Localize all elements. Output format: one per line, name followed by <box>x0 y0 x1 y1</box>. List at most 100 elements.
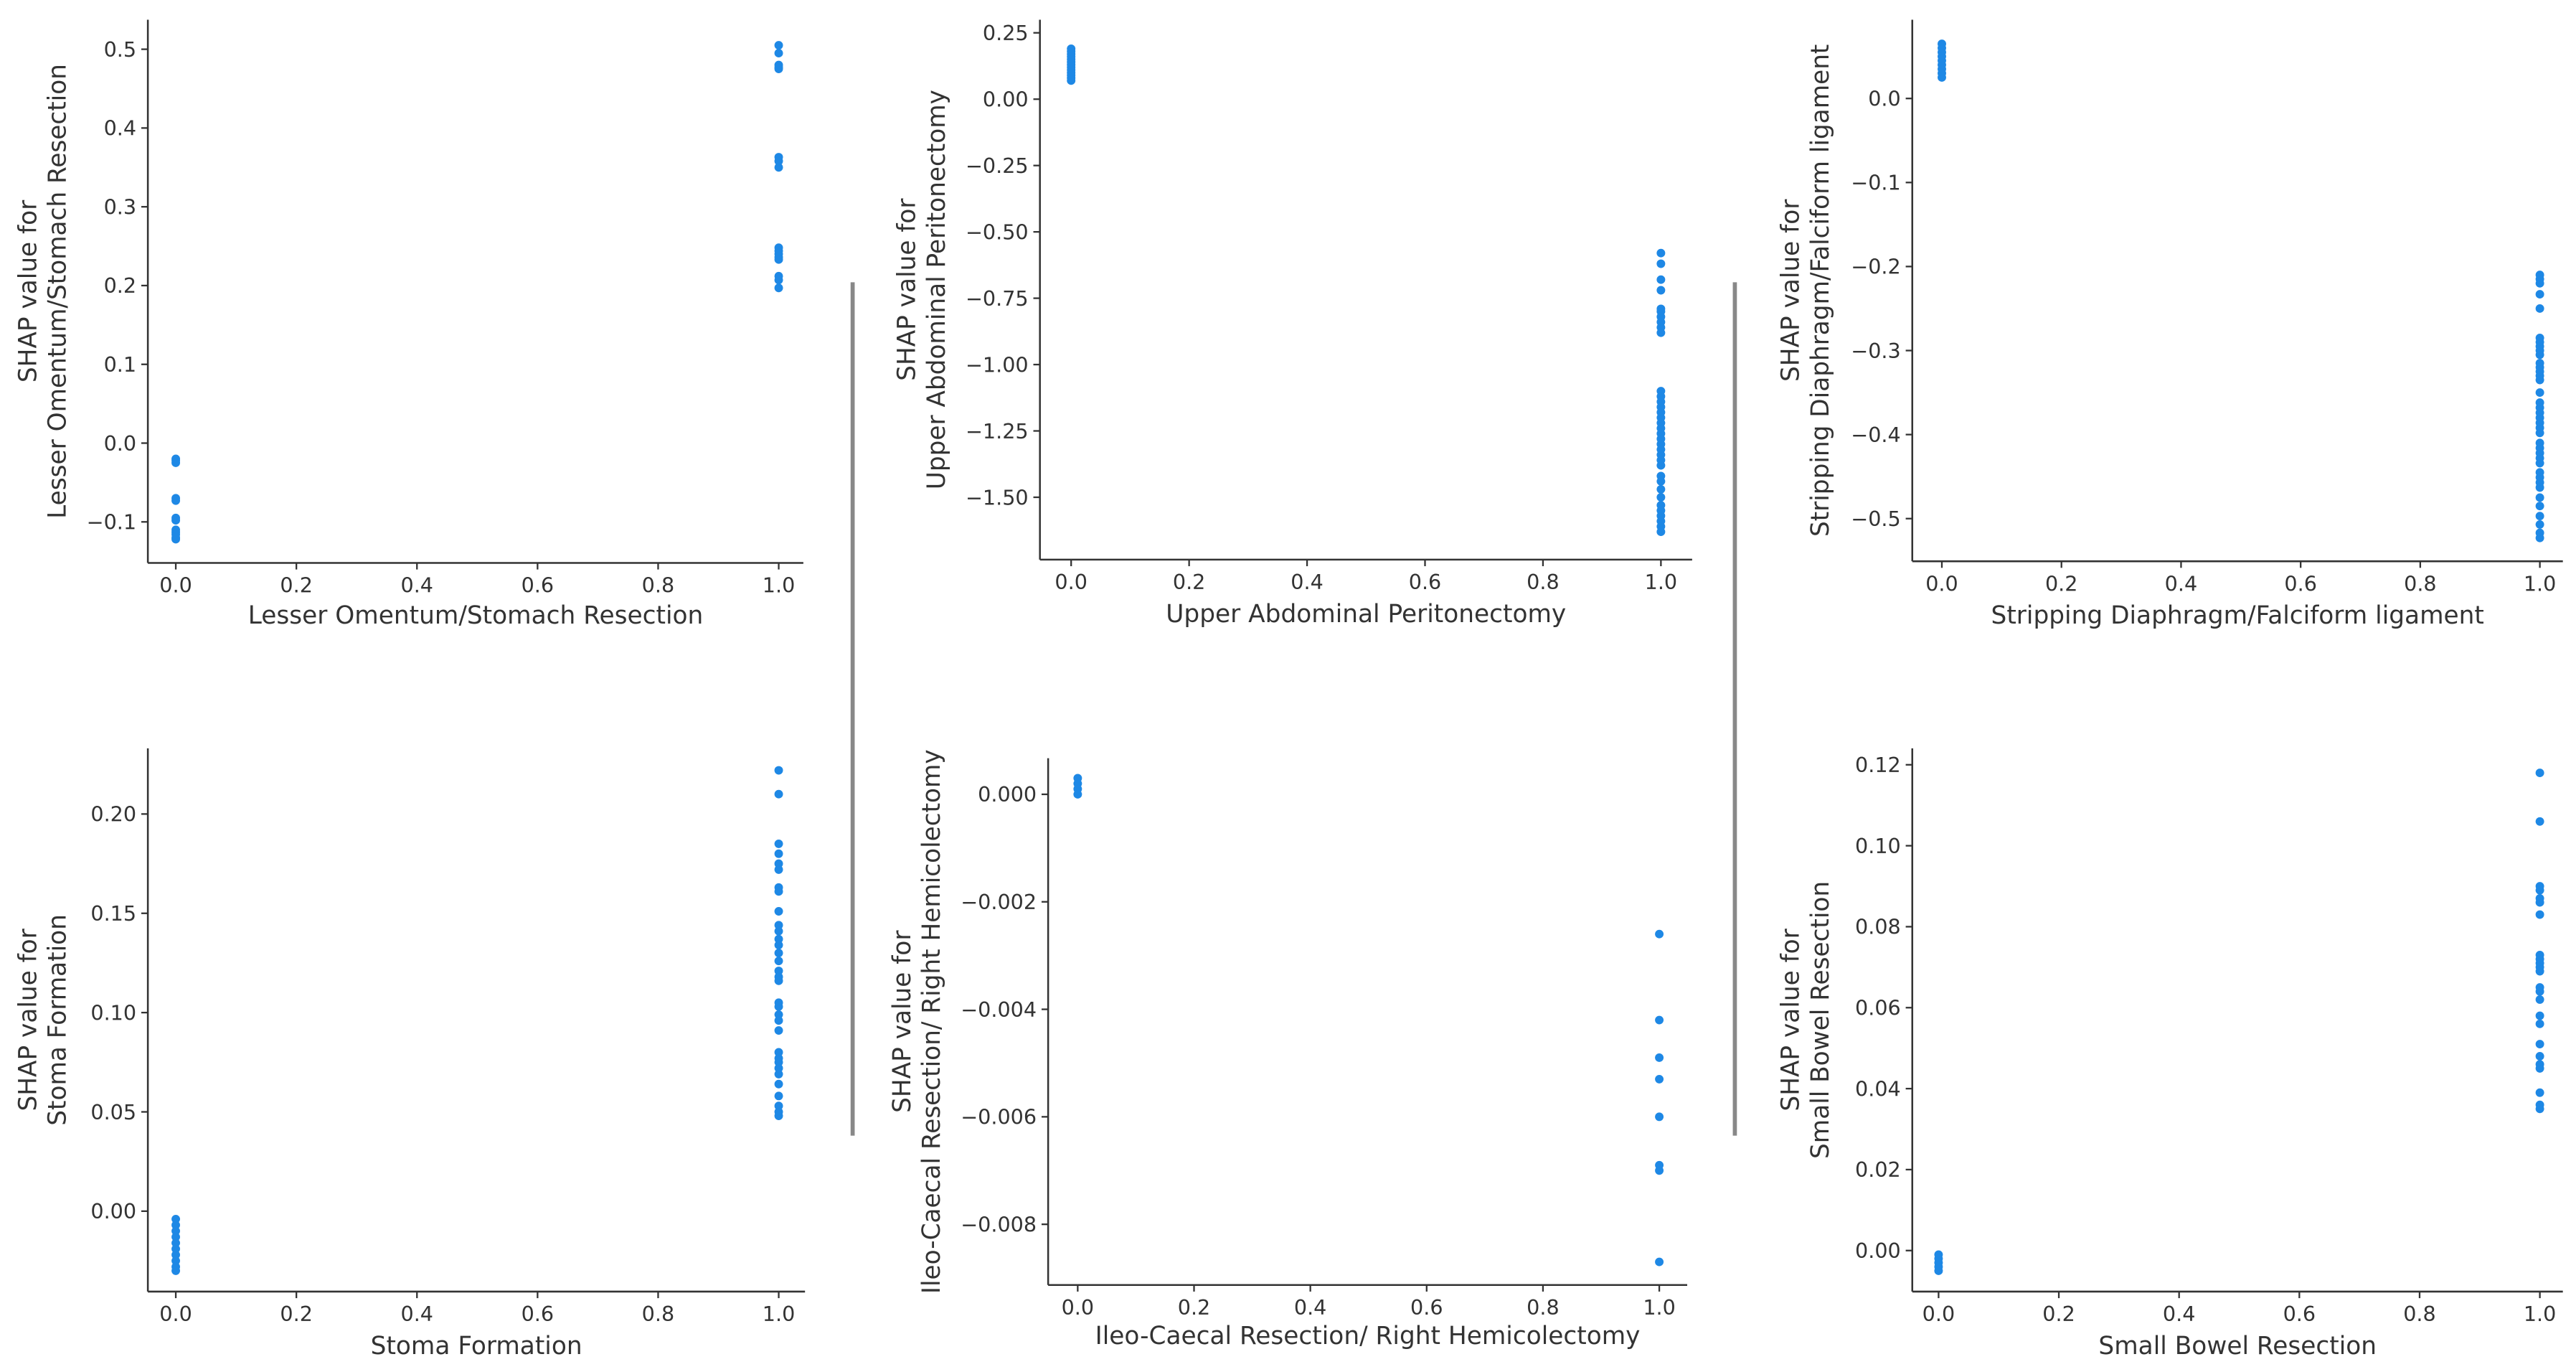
x-tick-label: 1.0 <box>2524 1302 2557 1326</box>
y-axis-label-line2: Small Bowel Resection <box>1806 881 1835 1159</box>
data-point <box>2535 910 2544 919</box>
x-tick-label: 0.0 <box>159 573 192 598</box>
data-point <box>774 976 783 985</box>
data-point <box>2535 967 2544 976</box>
x-tick-label: 0.6 <box>2284 571 2317 596</box>
data-point <box>774 907 783 916</box>
y-tick-label: 0.20 <box>90 802 136 827</box>
data-point <box>1656 275 1666 284</box>
y-tick-label: 0.000 <box>978 782 1037 807</box>
data-point <box>171 459 181 467</box>
data-point <box>2535 1011 2544 1020</box>
y-tick-label: −0.008 <box>961 1212 1037 1236</box>
x-tick-label: 0.4 <box>1291 570 1324 594</box>
x-axis-label: Lesser Omentum/Stomach Resection <box>248 601 704 630</box>
data-point <box>2535 1040 2544 1048</box>
data-point <box>774 1058 783 1067</box>
data-point <box>774 941 783 949</box>
data-point <box>2535 1052 2544 1061</box>
data-point <box>2535 533 2544 542</box>
y-tick-label: −0.5 <box>1851 507 1900 531</box>
data-point <box>774 789 783 799</box>
x-tick-label: 0.2 <box>2042 1302 2075 1326</box>
data-point <box>774 967 783 975</box>
y-tick-label: 0.3 <box>104 194 137 219</box>
data-point <box>2535 278 2544 288</box>
x-tick-label: 0.6 <box>2283 1302 2316 1326</box>
data-point <box>2535 290 2544 299</box>
y-tick-label: 0.00 <box>90 1199 136 1223</box>
chart-panel-4: 0.20 0.15 0.10 0.05 0.00 0.0 0.2 0.4 0.6 0.8 1.0 St… <box>14 748 806 1361</box>
data-point <box>774 1002 783 1011</box>
data-point <box>171 1232 181 1241</box>
data-point <box>2535 769 2544 778</box>
data-point <box>2535 304 2544 313</box>
y-tick-label: 0.05 <box>90 1100 136 1124</box>
chart-panel-6: 0.12 0.10 0.08 0.06 0.04 0.02 0.00 0.0 0.2 0.4 0.6… <box>1777 748 2563 1361</box>
data-point <box>1655 929 1664 939</box>
y-tick-label: 0.4 <box>104 116 137 141</box>
y-axis-label-line2: Ileo-Caecal Resection/ Right Hemicolecto… <box>917 749 946 1294</box>
data-point <box>1656 527 1666 537</box>
data-point <box>2535 898 2544 907</box>
y-tick-label: 0.10 <box>90 1000 136 1025</box>
x-tick-label: 0.8 <box>642 573 675 598</box>
y-tick-label: −1.50 <box>966 485 1029 509</box>
data-point <box>774 1010 783 1019</box>
data-point <box>774 1101 783 1111</box>
y-tick-label: 0.04 <box>1855 1076 1901 1101</box>
x-tick-label: 1.0 <box>2524 571 2557 596</box>
chart-panel-1: 0.5 0.4 0.3 0.2 0.1 0.0 −0.1 0.0 0.2 0.4 0.6 0.8 1.0… <box>14 19 803 630</box>
x-tick-label: 0.8 <box>642 1302 675 1326</box>
data-point <box>774 41 783 50</box>
data-point <box>774 1026 783 1035</box>
y-tick-label: −0.3 <box>1851 339 1900 363</box>
y-axis-label-line1: SHAP value for <box>1777 199 1806 382</box>
x-tick-label: 0.0 <box>1055 570 1088 594</box>
data-point <box>1656 328 1666 337</box>
x-axis-label: Ileo-Caecal Resection/ Right Hemicolecto… <box>1095 1322 1641 1350</box>
x-tick-label: 0.4 <box>2163 1302 2196 1326</box>
data-point <box>1655 1112 1664 1122</box>
y-tick-label: 0.08 <box>1855 915 1901 939</box>
data-point <box>2535 987 2544 996</box>
data-point <box>1656 286 1666 295</box>
y-tick-label: −0.75 <box>966 286 1029 311</box>
data-point <box>774 766 783 775</box>
data-point <box>774 156 783 166</box>
chart-panel-5: 0.000 −0.002 −0.004 −0.006 −0.008 0.0 0.2 0.4 0.… <box>888 749 1688 1350</box>
data-point <box>1656 476 1666 486</box>
data-point <box>2535 502 2544 511</box>
data-point <box>774 949 783 958</box>
x-tick-label: 0.8 <box>1527 1295 1560 1320</box>
data-point <box>774 1063 783 1073</box>
y-tick-label: −0.1 <box>1851 171 1900 195</box>
y-tick-label: 0.00 <box>1855 1239 1901 1263</box>
y-axis-label-line1: SHAP value for <box>14 928 42 1111</box>
y-tick-label: 0.0 <box>104 431 137 456</box>
data-point <box>774 276 783 285</box>
data-point <box>2535 388 2544 398</box>
data-point <box>171 496 181 505</box>
data-point <box>774 1079 783 1089</box>
y-tick-label: −0.006 <box>961 1105 1037 1129</box>
y-tick-label: −0.1 <box>87 510 136 535</box>
x-axis-label: Stoma Formation <box>371 1332 582 1361</box>
data-point <box>2535 885 2544 895</box>
x-axis-label: Stripping Diaphragm/Falciform ligament <box>1991 601 2484 630</box>
x-tick-label: 0.0 <box>1925 571 1958 596</box>
y-axis-label-line2: Lesser Omentum/Stomach Resection <box>44 64 72 519</box>
x-tick-label: 0.2 <box>280 573 313 598</box>
y-tick-label: 0.12 <box>1855 753 1901 777</box>
data-point <box>774 1091 783 1101</box>
data-point <box>1073 790 1082 799</box>
data-point <box>2535 1088 2544 1097</box>
x-tick-label: 0.8 <box>2403 1302 2436 1326</box>
data-point <box>2535 512 2544 521</box>
x-tick-label: 0.6 <box>1409 570 1442 594</box>
data-point <box>774 1048 783 1057</box>
y-axis-label-line1: SHAP value for <box>893 198 922 381</box>
data-point <box>774 1069 783 1079</box>
y-tick-label: −1.25 <box>966 419 1029 443</box>
